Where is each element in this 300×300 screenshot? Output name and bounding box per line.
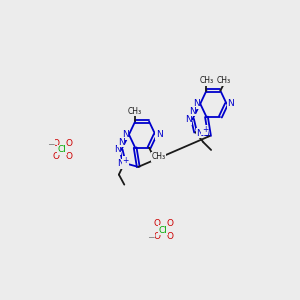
Text: CH₃: CH₃: [216, 76, 231, 85]
Text: −: −: [46, 139, 54, 148]
Text: CH₃: CH₃: [128, 107, 142, 116]
Text: N: N: [114, 146, 121, 154]
Text: +: +: [123, 156, 129, 165]
Text: O: O: [52, 139, 59, 148]
Text: N: N: [189, 107, 196, 116]
Text: −: −: [147, 232, 155, 241]
Text: CH₃: CH₃: [200, 76, 214, 85]
Text: O: O: [166, 219, 173, 228]
Text: CH₃: CH₃: [151, 152, 166, 161]
Text: O: O: [166, 232, 173, 241]
Text: N: N: [185, 116, 192, 124]
Text: O: O: [65, 152, 72, 161]
Text: O: O: [153, 219, 160, 228]
Text: O: O: [153, 232, 160, 241]
Text: N: N: [193, 99, 200, 108]
Text: +: +: [202, 125, 208, 134]
Text: N: N: [227, 99, 234, 108]
Text: O: O: [65, 139, 72, 148]
Text: N: N: [196, 128, 203, 137]
Text: Cl: Cl: [159, 226, 167, 235]
Text: Cl: Cl: [58, 146, 67, 154]
Text: O: O: [52, 152, 59, 161]
Text: N: N: [118, 138, 124, 147]
Text: N: N: [117, 159, 124, 168]
Text: N: N: [122, 130, 128, 139]
Text: N: N: [156, 130, 163, 139]
